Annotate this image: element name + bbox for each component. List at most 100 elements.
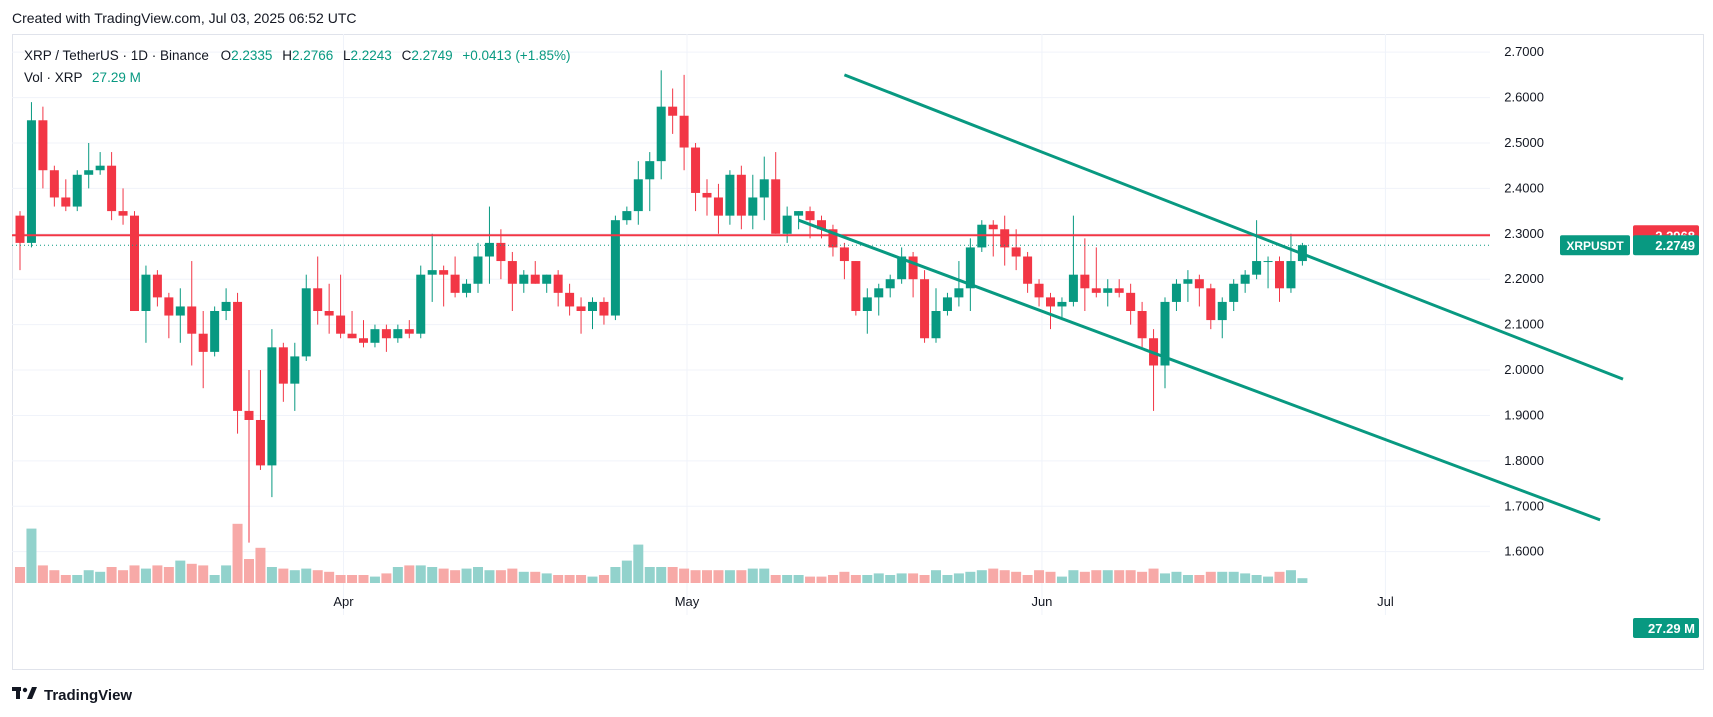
volume-bar xyxy=(805,576,816,583)
candle-body xyxy=(565,292,575,307)
symbol-tag-label: XRPUSDT xyxy=(1566,239,1624,253)
candle-body xyxy=(26,120,36,243)
volume-bar xyxy=(1022,575,1033,583)
candle-body xyxy=(782,215,792,234)
candle-body xyxy=(851,261,861,311)
volume-bar xyxy=(827,575,838,583)
candle-body xyxy=(107,165,117,212)
volume-bar xyxy=(163,567,174,583)
candle-body xyxy=(656,106,666,162)
candle-body xyxy=(255,419,265,466)
volume-bar xyxy=(976,570,987,583)
volume-bar xyxy=(576,575,587,583)
candle-body xyxy=(553,274,563,293)
candle-body xyxy=(210,311,220,352)
candle-body xyxy=(1080,274,1090,289)
volume-bar xyxy=(1045,571,1056,583)
volume-bar xyxy=(404,565,415,583)
x-tick-label: May xyxy=(675,594,700,609)
candle-body xyxy=(130,215,139,311)
volume-bar xyxy=(782,575,793,583)
volume-bar xyxy=(312,570,323,583)
candle-body xyxy=(175,306,185,316)
candle-body xyxy=(942,297,952,311)
volume-bar xyxy=(358,575,369,583)
candle-body xyxy=(931,311,941,339)
candle-body xyxy=(1103,288,1113,293)
volume-bar xyxy=(438,568,449,583)
grid xyxy=(12,34,1490,615)
chart-frame[interactable] xyxy=(12,34,1704,670)
volume-bar xyxy=(713,570,724,583)
x-tick-label: Apr xyxy=(333,594,354,609)
open-value: 2.2335 xyxy=(231,48,273,63)
volume-bar xyxy=(15,567,25,583)
volume-bar xyxy=(553,575,564,583)
candle-body xyxy=(633,179,643,212)
volume-bar xyxy=(1137,571,1148,583)
volume-bar xyxy=(473,567,483,583)
candle-body xyxy=(450,274,460,293)
volume-bar xyxy=(1056,576,1067,583)
volume-bar xyxy=(255,547,266,583)
volume-bar xyxy=(747,568,758,583)
volume-bar xyxy=(1171,571,1182,583)
candle-body xyxy=(771,179,781,234)
volume-bar xyxy=(862,575,873,583)
candle-body xyxy=(588,301,597,311)
volume-bar xyxy=(49,570,60,583)
candle-body xyxy=(622,211,632,221)
volume-bar xyxy=(965,571,976,583)
volume-bar xyxy=(1217,571,1228,583)
candle-body xyxy=(118,211,128,216)
candle-body xyxy=(1240,274,1250,284)
candle-body xyxy=(1229,283,1239,302)
candle-body xyxy=(221,301,231,311)
volume-bar xyxy=(679,568,690,583)
candle-body xyxy=(267,347,277,466)
candle-body xyxy=(1183,279,1193,284)
candle-body xyxy=(713,197,723,216)
candle-body xyxy=(794,211,804,216)
volume-bar xyxy=(140,568,151,583)
y-tick-label: 2.1000 xyxy=(1504,317,1544,332)
candle-body xyxy=(507,261,517,284)
volume-bar xyxy=(1228,571,1239,583)
candle-body xyxy=(1160,301,1170,366)
volume-bar xyxy=(702,570,712,583)
candle-body xyxy=(301,288,311,357)
volume-bar xyxy=(942,575,953,583)
candle-body xyxy=(370,329,380,343)
candle-body xyxy=(542,274,552,284)
volume-bar xyxy=(232,523,243,583)
open-label: O xyxy=(220,48,232,63)
candle-body xyxy=(988,224,998,230)
volume-bar xyxy=(610,567,621,583)
candle-body xyxy=(1057,301,1067,307)
candle-body xyxy=(313,288,323,311)
volume-bar xyxy=(381,573,392,583)
candle-body xyxy=(965,247,975,289)
symbol-label: XRP / TetherUS · 1D · Binance xyxy=(24,48,209,63)
volume-bar xyxy=(793,575,804,583)
candle-body xyxy=(679,115,689,148)
candle-body xyxy=(427,270,437,275)
volume-bar xyxy=(1182,575,1193,583)
tradingview-footer[interactable]: TradingView xyxy=(12,686,132,704)
candle-body xyxy=(839,247,849,262)
volume-bar xyxy=(667,567,678,583)
candle-body xyxy=(141,274,151,311)
symbol-tag xyxy=(1560,235,1630,256)
candle-body xyxy=(1046,297,1055,307)
volume-bar xyxy=(564,575,575,583)
volume-bar xyxy=(278,568,289,583)
volume-bar xyxy=(461,568,472,583)
candle-body xyxy=(897,256,907,280)
candle-body xyxy=(1194,279,1204,289)
volume-bar xyxy=(1160,573,1170,583)
candle-body xyxy=(599,301,609,316)
y-tick-label: 1.6000 xyxy=(1504,544,1544,559)
volume-bar xyxy=(289,570,300,583)
candle-body xyxy=(244,410,254,420)
